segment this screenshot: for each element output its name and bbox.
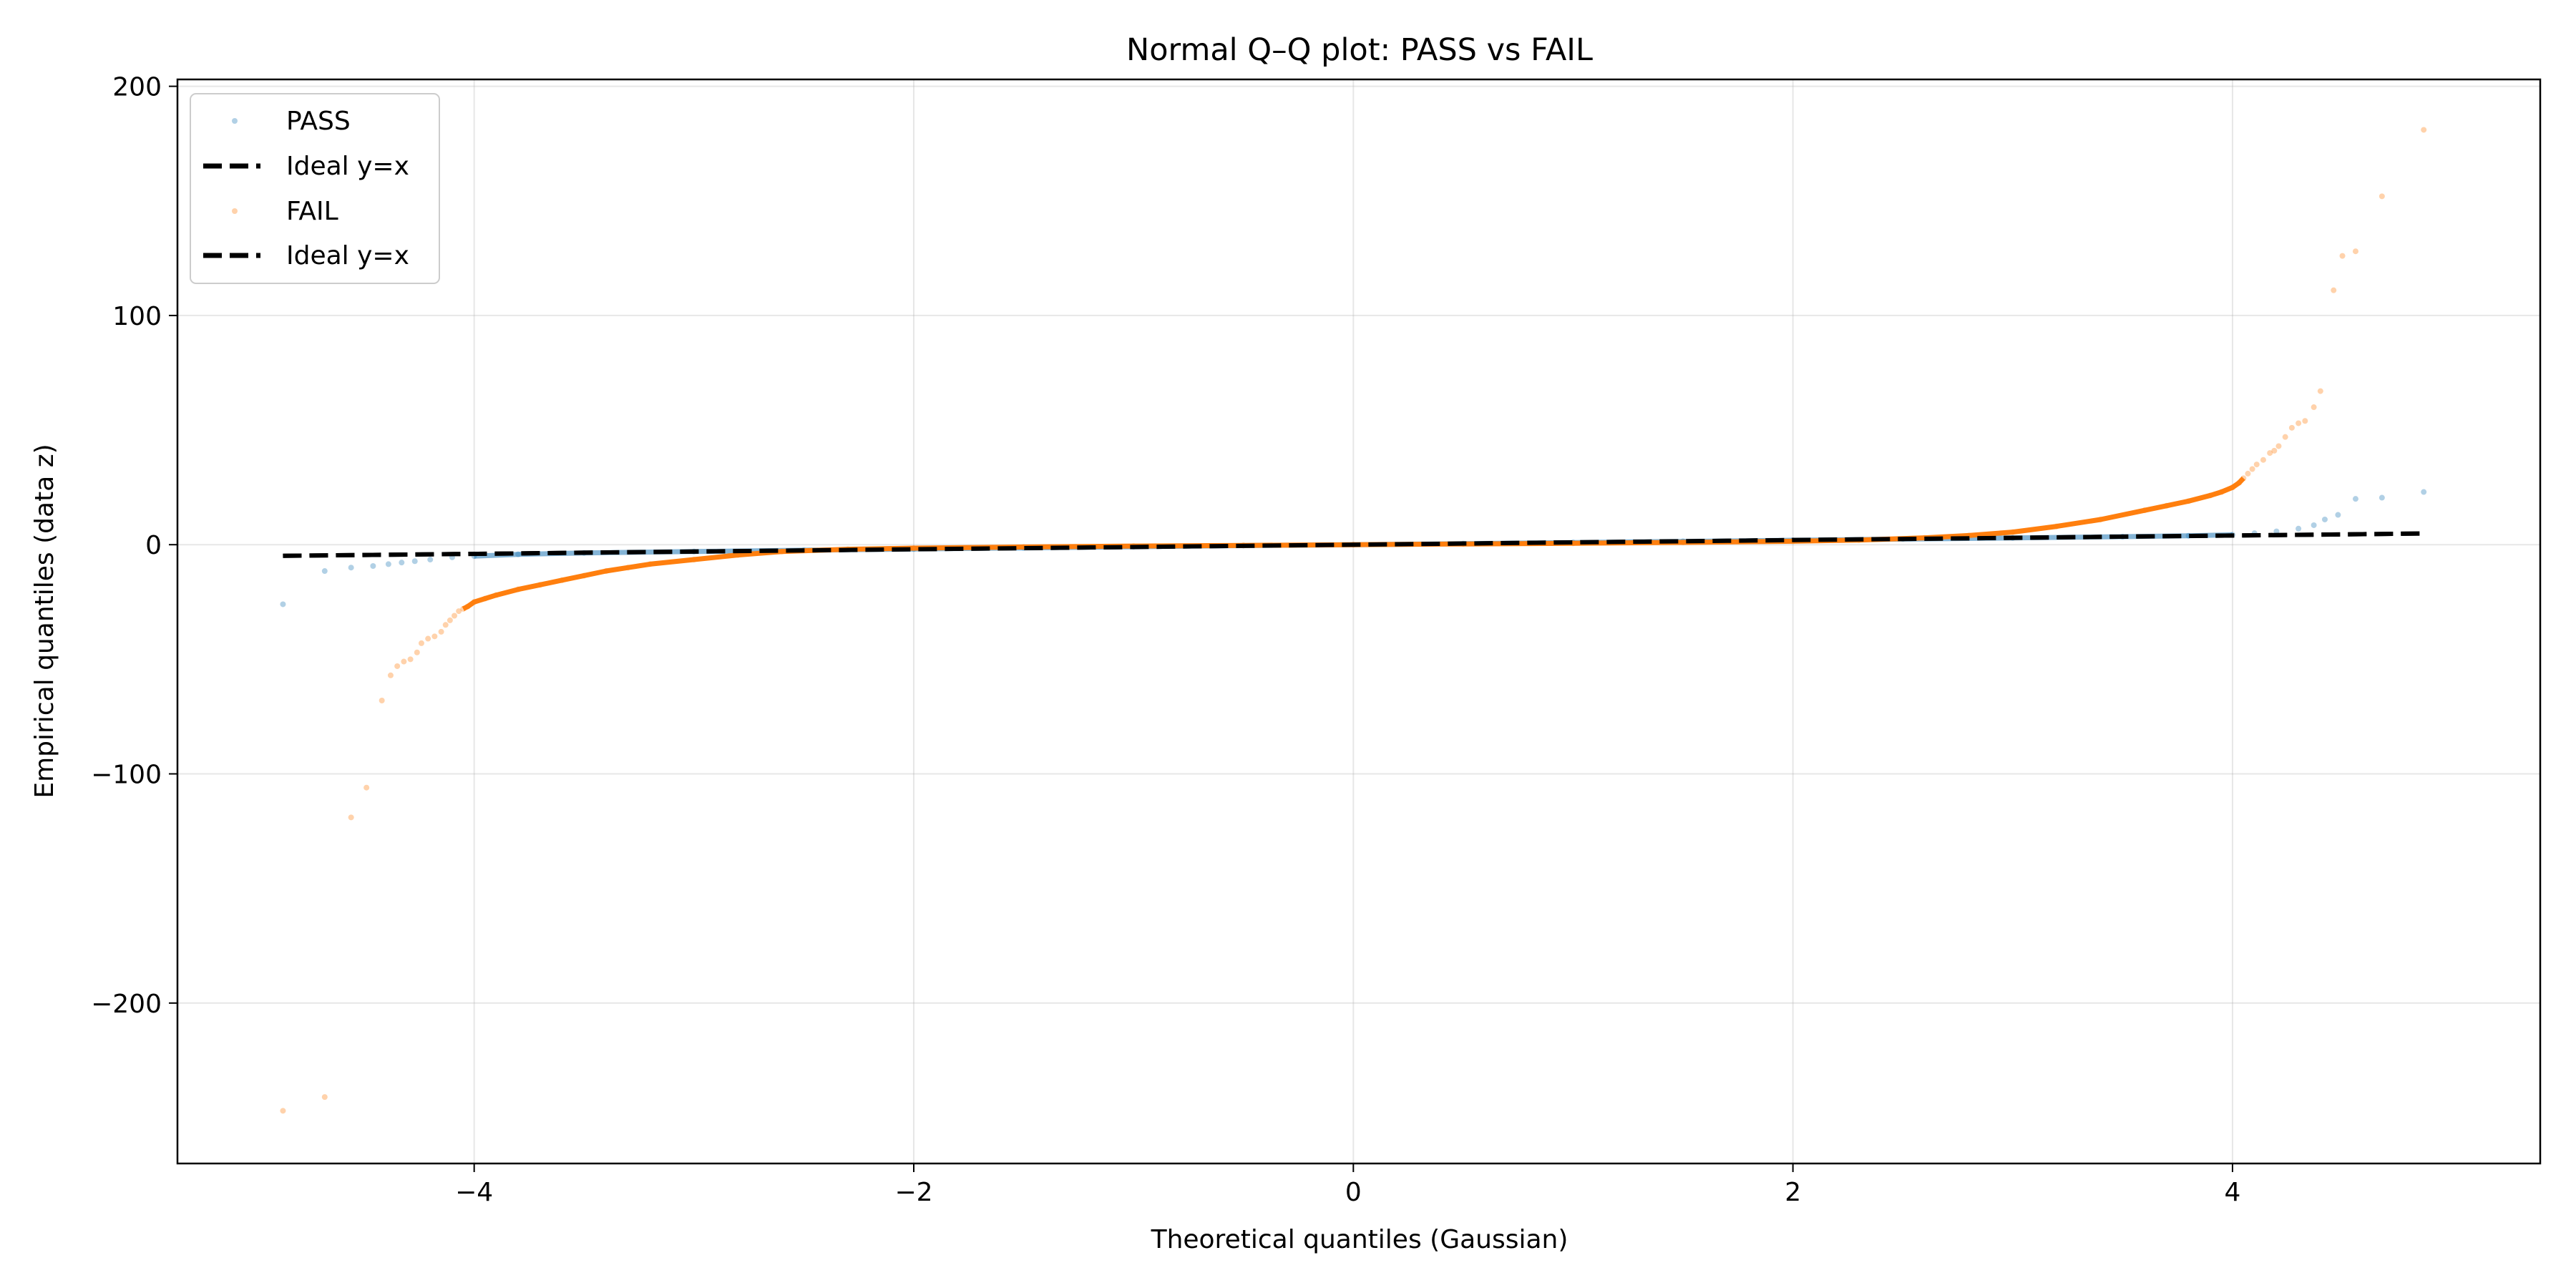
pass-point <box>385 561 391 567</box>
pass-point <box>280 601 286 608</box>
y-tick-label: 200 <box>112 73 162 102</box>
fail-point <box>2267 450 2273 457</box>
fail-point <box>2421 127 2427 133</box>
ideal-reference-line-3 <box>283 531 2424 558</box>
chart-title: Normal Q–Q plot: PASS vs FAIL <box>1126 32 1593 68</box>
legend-box <box>190 93 440 284</box>
x-tick-label: 2 <box>1785 1178 1801 1207</box>
fail-point <box>2331 287 2337 293</box>
fail-point <box>2317 388 2323 394</box>
y-tick-label: 100 <box>112 302 162 331</box>
fail-point <box>2288 424 2295 431</box>
fail-point <box>2282 434 2288 440</box>
legend: PASS Ideal y=x FAIL Ideal y=x <box>190 93 440 284</box>
pass-point <box>427 557 434 563</box>
fail-point <box>348 814 354 821</box>
fail-point <box>2296 420 2302 426</box>
legend-label-ideal-1: Ideal y=x <box>286 152 409 181</box>
fail-point <box>379 698 385 704</box>
fail-point <box>414 649 420 655</box>
legend-label-pass: PASS <box>286 107 351 136</box>
fail-point <box>2311 404 2317 411</box>
fail-point <box>321 1094 328 1101</box>
legend-label-fail: FAIL <box>286 197 338 226</box>
x-axis-title: Theoretical quantiles (Gaussian) <box>1151 1225 1568 1254</box>
fail-point <box>2339 253 2346 259</box>
fail-point <box>452 613 458 619</box>
y-tick-label: −200 <box>91 990 162 1019</box>
fail-point <box>2379 193 2385 200</box>
y-tick-label: −100 <box>91 760 162 789</box>
fail-point <box>447 617 453 623</box>
legend-label-ideal-2: Ideal y=x <box>286 241 409 270</box>
pass-point <box>2273 528 2280 535</box>
fail-point <box>280 1108 286 1114</box>
axis-ticks: −4 −2 0 2 4 −200 −100 0 100 200 <box>91 73 2240 1207</box>
x-tick-label: 4 <box>2225 1178 2241 1207</box>
fail-point <box>438 628 444 635</box>
x-tick-label: −2 <box>894 1178 932 1207</box>
fail-point <box>418 640 424 646</box>
gridlines <box>177 79 2540 1163</box>
fail-point <box>431 633 438 640</box>
pass-point <box>411 558 418 565</box>
legend-marker-fail <box>232 208 238 214</box>
fail-point <box>394 663 401 669</box>
pass-point <box>2379 494 2385 501</box>
fail-point <box>2249 466 2255 472</box>
fail-point <box>2260 457 2266 463</box>
pass-point <box>2321 516 2328 522</box>
fail-point <box>387 672 394 678</box>
plot-area-frame <box>176 78 2542 1165</box>
fail-point <box>2302 418 2308 424</box>
pass-point <box>2352 496 2358 502</box>
pass-point <box>2421 489 2427 495</box>
y-tick-label: 0 <box>145 531 162 560</box>
fail-point <box>401 658 407 665</box>
fail-point <box>2253 462 2260 468</box>
legend-marker-pass <box>232 118 238 124</box>
fail-point <box>2352 248 2358 255</box>
pass-point <box>348 565 354 571</box>
fail-point <box>456 608 462 615</box>
pass-point <box>2335 512 2341 518</box>
fail-point <box>425 635 431 642</box>
fail-point <box>442 622 449 628</box>
y-axis-title: Empirical quantiles (data z) <box>30 444 59 798</box>
pass-point <box>399 560 405 566</box>
x-tick-label: 0 <box>1345 1178 1362 1207</box>
fail-point <box>2245 470 2251 477</box>
pass-point <box>2296 525 2302 532</box>
plot-marks <box>280 127 2427 1114</box>
pass-point <box>370 562 376 569</box>
fail-point <box>364 784 370 791</box>
pass-point <box>321 568 328 575</box>
fail-point <box>407 656 414 663</box>
fail-point <box>2275 443 2282 449</box>
fail-point <box>2271 447 2278 454</box>
pass-point <box>2311 522 2317 528</box>
x-tick-label: −4 <box>455 1178 493 1207</box>
